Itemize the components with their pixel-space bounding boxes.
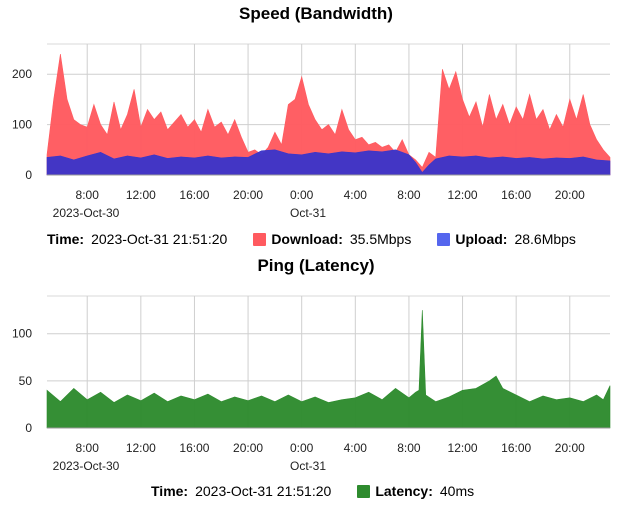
x-tick-label: 12:00 bbox=[126, 441, 156, 455]
x-tick-label: 4:00 bbox=[344, 441, 368, 455]
speed-chart[interactable]: 0 100 200 8:00 12:00 16:00 20:00 0:00 4:00 8:00 12… bbox=[0, 0, 632, 230]
x-tick-label: 20:00 bbox=[555, 441, 585, 455]
latency-value: 40ms bbox=[439, 483, 475, 499]
upload-value: 28.6Mbps bbox=[514, 231, 576, 247]
latency-swatch[interactable] bbox=[357, 484, 371, 498]
series-area-latency bbox=[46, 310, 611, 429]
ping-legend: Time: 2023-Oct-31 21:51:20 Latency: 40ms bbox=[151, 483, 500, 499]
speed-chart-title: Speed (Bandwidth) bbox=[239, 4, 393, 23]
x-date-label: Oct-31 bbox=[290, 206, 326, 220]
x-tick-label: 16:00 bbox=[501, 441, 531, 455]
x-tick-label: 0:00 bbox=[290, 188, 314, 202]
x-tick-label: 20:00 bbox=[233, 441, 263, 455]
x-tick-label: 12:00 bbox=[126, 188, 156, 202]
y-tick-label: 100 bbox=[12, 118, 32, 132]
ping-chart[interactable]: 0 50 100 8:00 12:00 16:00 20:00 0:00 4:00 8:00 12:… bbox=[0, 0, 632, 482]
series-area-download bbox=[46, 54, 611, 176]
time-label: Time: bbox=[151, 483, 189, 499]
x-date-label: 2023-Oct-30 bbox=[53, 206, 120, 220]
upload-swatch[interactable] bbox=[437, 232, 451, 246]
x-tick-label: 16:00 bbox=[179, 441, 209, 455]
download-value: 35.5Mbps bbox=[349, 231, 412, 247]
y-tick-label: 50 bbox=[19, 374, 33, 388]
y-tick-label: 0 bbox=[25, 421, 32, 435]
x-tick-label: 8:00 bbox=[397, 441, 421, 455]
x-tick-label: 0:00 bbox=[290, 441, 314, 455]
y-tick-label: 0 bbox=[25, 168, 32, 182]
x-tick-label: 4:00 bbox=[344, 188, 368, 202]
time-value: 2023-Oct-31 21:51:20 bbox=[195, 483, 332, 499]
ping-chart-title: Ping (Latency) bbox=[257, 256, 375, 275]
upload-label: Upload: bbox=[455, 231, 508, 247]
y-tick-label: 100 bbox=[12, 327, 32, 341]
download-label: Download: bbox=[271, 231, 343, 247]
time-value: 2023-Oct-31 21:51:20 bbox=[91, 231, 228, 247]
x-tick-label: 16:00 bbox=[501, 188, 531, 202]
series-area-upload bbox=[46, 149, 611, 176]
x-tick-label: 12:00 bbox=[448, 441, 478, 455]
x-tick-label: 20:00 bbox=[233, 188, 263, 202]
x-tick-label: 12:00 bbox=[448, 188, 478, 202]
x-date-label: Oct-31 bbox=[290, 459, 326, 473]
x-date-label: 2023-Oct-30 bbox=[53, 459, 120, 473]
y-tick-label: 200 bbox=[12, 67, 32, 81]
latency-label: Latency: bbox=[375, 483, 433, 499]
x-tick-label: 20:00 bbox=[555, 188, 585, 202]
x-tick-label: 8:00 bbox=[397, 188, 421, 202]
x-tick-label: 8:00 bbox=[76, 441, 100, 455]
time-label: Time: bbox=[47, 231, 85, 247]
x-tick-label: 16:00 bbox=[179, 188, 209, 202]
download-swatch[interactable] bbox=[253, 232, 267, 246]
speed-legend: Time: 2023-Oct-31 21:51:20 Download: 35.… bbox=[47, 231, 602, 247]
x-tick-label: 8:00 bbox=[76, 188, 100, 202]
